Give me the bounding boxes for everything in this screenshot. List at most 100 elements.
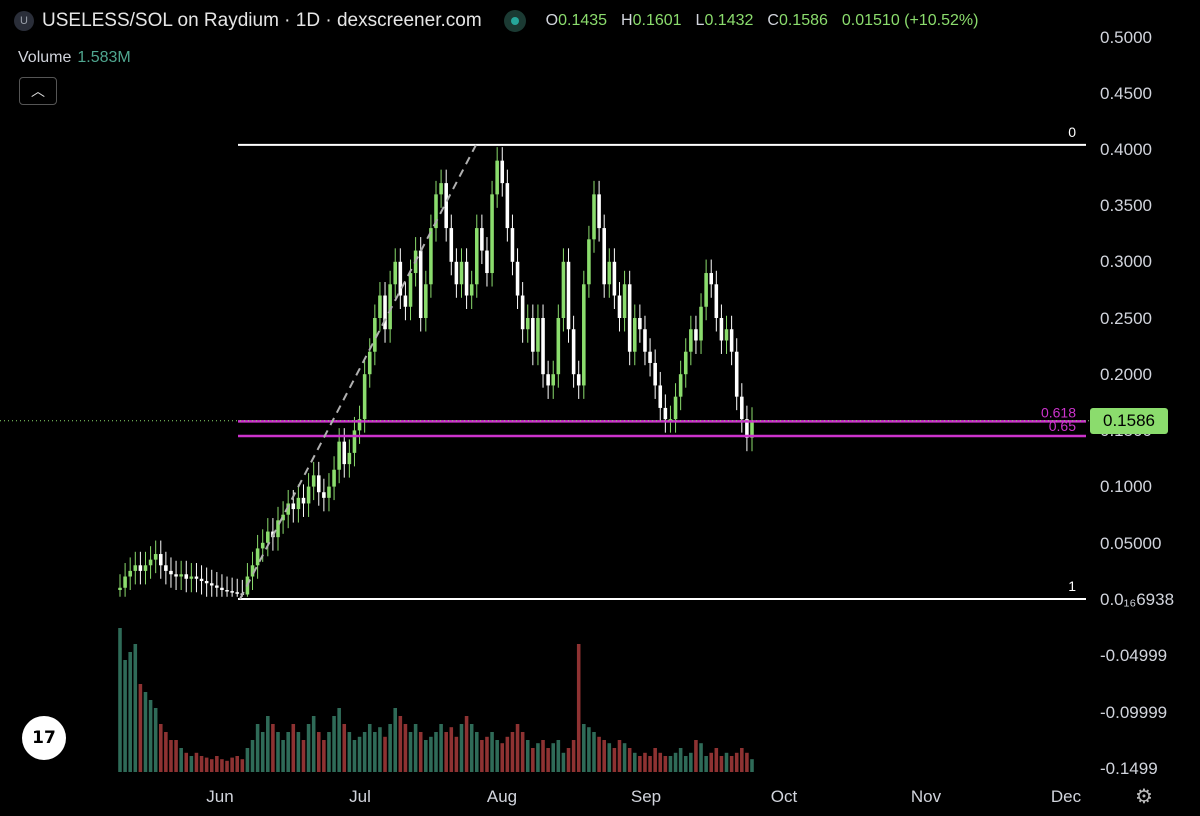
candle-body: [133, 565, 138, 571]
market-status-icon[interactable]: [503, 10, 526, 32]
candle-body: [403, 295, 408, 307]
candle-body: [648, 351, 652, 363]
candle-body: [235, 592, 240, 594]
candle-body: [638, 318, 642, 330]
candle-body: [434, 194, 438, 229]
volume-bar: [337, 708, 341, 772]
x-tick-label: Jul: [349, 787, 371, 806]
volume-bar: [683, 756, 688, 772]
volume-bar: [199, 756, 204, 772]
candle-body: [148, 559, 153, 566]
candle-body: [602, 228, 606, 285]
volume-bar: [459, 724, 464, 772]
volume-bar: [612, 748, 617, 772]
candle-body: [704, 273, 708, 307]
volume-bar: [209, 759, 214, 772]
volume-bar: [694, 740, 698, 772]
candle-body: [220, 587, 224, 591]
volume-label: Volume: [18, 49, 72, 66]
candle-body: [118, 587, 122, 591]
collapse-button[interactable]: ︿: [19, 77, 57, 105]
volume-bar: [658, 752, 663, 772]
volume-bar: [638, 756, 642, 772]
volume-bar: [225, 760, 229, 772]
candle-body: [342, 441, 347, 465]
volume-bar: [215, 756, 219, 772]
volume-bar: [332, 716, 336, 772]
candle-body: [250, 565, 255, 577]
candle-body: [622, 284, 627, 318]
candle-body: [607, 261, 612, 285]
candle-body: [500, 160, 505, 184]
candle-body: [658, 385, 663, 408]
candle-body: [194, 576, 199, 579]
volume-bar: [362, 732, 367, 772]
volume-bar: [281, 740, 285, 772]
volume-bar: [194, 752, 199, 772]
x-tick-label: Nov: [911, 787, 942, 806]
last-price-label: 0.1586: [1090, 408, 1168, 434]
volume-bar: [602, 740, 606, 772]
y-tick-label: 0.3500: [1100, 196, 1152, 215]
candle-body: [729, 329, 734, 352]
volume-bar: [719, 756, 724, 772]
volume-bar: [627, 748, 632, 772]
candle-body: [643, 329, 647, 352]
candle-body: [485, 250, 489, 274]
volume-bar: [398, 716, 403, 772]
volume-bar: [464, 716, 469, 772]
volume-bar: [327, 732, 331, 772]
candle-body: [179, 574, 183, 577]
candle-body: [266, 531, 270, 543]
candle-body: [495, 160, 499, 195]
candle-body: [668, 419, 673, 421]
candle-body: [225, 590, 229, 592]
candle-body: [531, 318, 535, 352]
y-tick-label: -0.04999: [1100, 646, 1167, 665]
volume-bar: [551, 743, 556, 772]
candle-body: [673, 396, 678, 420]
volume-bar: [296, 732, 301, 772]
candle-body: [699, 306, 703, 341]
fib-level-label: 0: [1068, 124, 1076, 140]
y-tick-label: -0.09999: [1100, 703, 1167, 722]
volume-bar: [607, 743, 612, 772]
fib-level-label: 0.618: [1041, 404, 1076, 420]
candle-body: [429, 228, 433, 285]
volume-bar: [689, 752, 693, 772]
candle-body: [490, 194, 494, 274]
volume-bar: [148, 700, 153, 772]
volume-bar: [495, 740, 499, 772]
candle-body: [337, 441, 341, 470]
volume-bar: [245, 748, 250, 772]
fib-trendline: [239, 144, 477, 600]
y-tick-label: 0.2500: [1100, 309, 1152, 328]
volume-bar: [123, 660, 127, 772]
volume-bar: [617, 740, 622, 772]
volume-bar: [378, 727, 382, 772]
candle-body: [592, 194, 596, 240]
volume-bar: [174, 740, 178, 772]
volume-bar: [485, 736, 489, 772]
candle-body: [439, 183, 443, 195]
volume-bar: [439, 724, 443, 772]
volume-bar: [587, 727, 591, 772]
tradingview-logo[interactable]: 17: [22, 716, 66, 760]
candle-body: [424, 284, 428, 318]
candle-body: [561, 261, 566, 318]
volume-value: 1.583M: [77, 49, 131, 66]
gear-icon[interactable]: ⚙: [1135, 785, 1153, 808]
volume-bar: [118, 628, 122, 772]
candle-body: [296, 497, 301, 510]
candle-body: [714, 284, 719, 318]
volume-bar: [138, 684, 143, 772]
volume-bar: [255, 724, 260, 772]
candle-body: [525, 318, 530, 330]
volume-bar: [740, 748, 744, 772]
price-change: 0.01510 (+10.52%): [841, 12, 979, 29]
volume-bar: [184, 752, 189, 772]
candle-body: [276, 520, 280, 538]
volume-bar: [418, 732, 423, 772]
volume-bar: [571, 740, 576, 772]
